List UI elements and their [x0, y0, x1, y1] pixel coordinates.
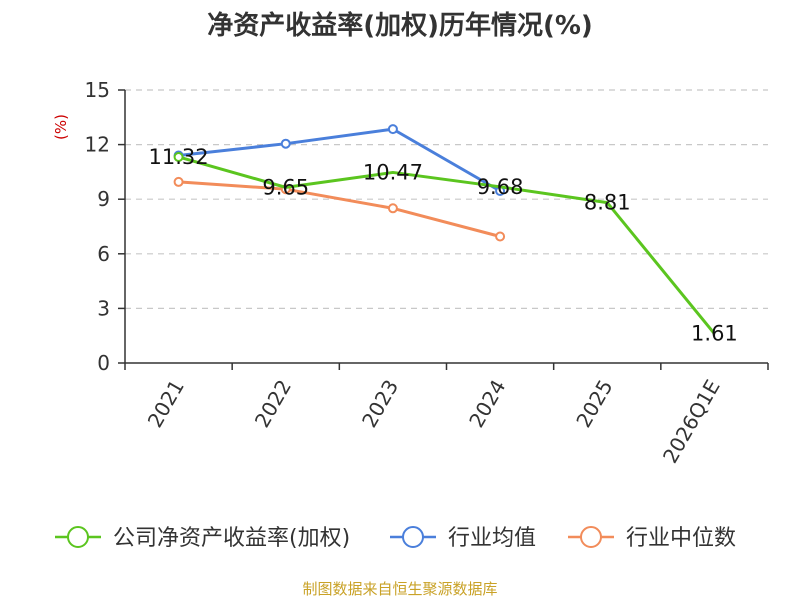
grid-lines: [125, 89, 768, 309]
legend-label-2: 行业中位数: [626, 526, 736, 551]
x-tick-label-2022: 2022: [250, 376, 296, 432]
y-axis-unit-label: (%): [52, 114, 70, 140]
legend-swatch-marker-0: [67, 526, 89, 548]
y-tick-label: 0: [97, 351, 110, 375]
series-2-point-3: [495, 231, 506, 242]
series-line-0: [178, 155, 716, 335]
chart-title: 净资产收益率(加权)历年情况(%): [207, 10, 593, 41]
data-label-2021: 11.32: [149, 145, 209, 169]
data-label-2024: 9.68: [477, 175, 524, 199]
y-tick-label: 12: [85, 133, 110, 157]
legend-label-0: 公司净资产收益率(加权): [113, 526, 350, 551]
series-2-point-2: [387, 203, 398, 214]
series-0-point-0: [173, 151, 184, 162]
y-tick-label: 3: [97, 296, 110, 320]
y-tick-label: 15: [85, 78, 110, 102]
y-tick-label: 9: [97, 187, 110, 211]
series-2-point-0: [173, 176, 184, 187]
y-tick-label: 6: [97, 242, 110, 266]
legend-swatch-marker-2: [580, 526, 602, 548]
x-tick-label-2024: 2024: [464, 376, 510, 432]
series-line-2: [178, 180, 501, 238]
source-note: 制图数据来自恒生聚源数据库: [302, 580, 497, 598]
x-tick-label-2025: 2025: [571, 376, 617, 432]
data-label-2026Q1E: 1.61: [691, 322, 738, 346]
legend-label-1: 行业均值: [448, 526, 536, 551]
series-1-point-1: [280, 138, 291, 149]
data-labels: 11.32 9.65 10.47 9.68 8.81 1.61: [149, 145, 738, 346]
series-lines: [173, 124, 716, 335]
series-1-point-2: [387, 124, 398, 135]
data-label-2025: 8.81: [584, 191, 631, 215]
x-tick-label-2023: 2023: [357, 376, 403, 432]
x-tick-label-2021: 2021: [143, 376, 189, 432]
legend-swatch-marker-1: [402, 526, 424, 548]
legend: 公司净资产收益率(加权) 行业均值 行业中位数: [55, 526, 736, 551]
series-line-1: [178, 127, 501, 193]
x-tick-label-2026Q1E: 2026Q1E: [658, 376, 725, 468]
data-label-2022: 9.65: [262, 175, 309, 199]
data-label-2023: 10.47: [363, 160, 423, 184]
